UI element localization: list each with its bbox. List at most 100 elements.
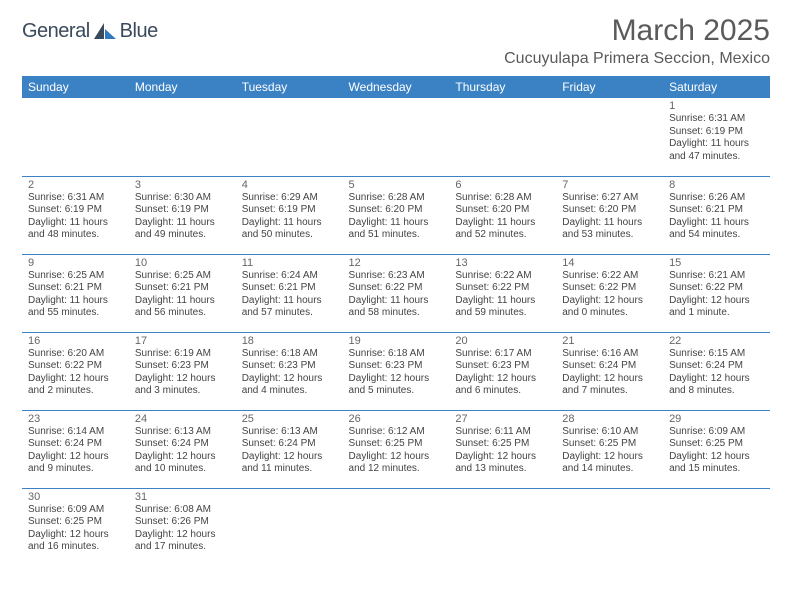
- day-number: 31: [135, 491, 230, 503]
- day-number: 26: [349, 413, 444, 425]
- day-number: 7: [562, 179, 657, 191]
- daylight-text: Daylight: 11 hours and 52 minutes.: [455, 217, 550, 242]
- calendar-page: General Blue March 2025 Cucuyulapa Prime…: [0, 0, 792, 566]
- day-number: 13: [455, 257, 550, 269]
- sunrise-text: Sunrise: 6:25 AM: [28, 270, 123, 283]
- sunrise-text: Sunrise: 6:21 AM: [669, 270, 764, 283]
- sunrise-text: Sunrise: 6:22 AM: [562, 270, 657, 283]
- daylight-text: Daylight: 11 hours and 57 minutes.: [242, 295, 337, 320]
- sunrise-text: Sunrise: 6:19 AM: [135, 348, 230, 361]
- day-number: 21: [562, 335, 657, 347]
- weekday-header: Monday: [129, 76, 236, 98]
- day-number: 29: [669, 413, 764, 425]
- sunset-text: Sunset: 6:19 PM: [28, 204, 123, 217]
- day-cell: 18Sunrise: 6:18 AMSunset: 6:23 PMDayligh…: [236, 332, 343, 410]
- day-cell: 15Sunrise: 6:21 AMSunset: 6:22 PMDayligh…: [663, 254, 770, 332]
- day-cell: 26Sunrise: 6:12 AMSunset: 6:25 PMDayligh…: [343, 410, 450, 488]
- sunrise-text: Sunrise: 6:25 AM: [135, 270, 230, 283]
- weekday-header-row: SundayMondayTuesdayWednesdayThursdayFrid…: [22, 76, 770, 98]
- sunset-text: Sunset: 6:19 PM: [669, 126, 764, 139]
- day-number: 22: [669, 335, 764, 347]
- sunrise-text: Sunrise: 6:16 AM: [562, 348, 657, 361]
- day-cell: 22Sunrise: 6:15 AMSunset: 6:24 PMDayligh…: [663, 332, 770, 410]
- brand-name-b: Blue: [120, 20, 158, 43]
- daylight-text: Daylight: 12 hours and 9 minutes.: [28, 451, 123, 476]
- weekday-header: Saturday: [663, 76, 770, 98]
- day-number: 27: [455, 413, 550, 425]
- empty-cell: [556, 98, 663, 176]
- sunset-text: Sunset: 6:24 PM: [562, 360, 657, 373]
- day-cell: 8Sunrise: 6:26 AMSunset: 6:21 PMDaylight…: [663, 176, 770, 254]
- empty-cell: [22, 98, 129, 176]
- daylight-text: Daylight: 12 hours and 13 minutes.: [455, 451, 550, 476]
- sunset-text: Sunset: 6:20 PM: [562, 204, 657, 217]
- sunrise-text: Sunrise: 6:13 AM: [242, 426, 337, 439]
- daylight-text: Daylight: 12 hours and 10 minutes.: [135, 451, 230, 476]
- sunset-text: Sunset: 6:23 PM: [455, 360, 550, 373]
- daylight-text: Daylight: 12 hours and 1 minute.: [669, 295, 764, 320]
- daylight-text: Daylight: 12 hours and 15 minutes.: [669, 451, 764, 476]
- sunrise-text: Sunrise: 6:18 AM: [349, 348, 444, 361]
- sunset-text: Sunset: 6:21 PM: [135, 282, 230, 295]
- daylight-text: Daylight: 12 hours and 3 minutes.: [135, 373, 230, 398]
- empty-cell: [343, 98, 450, 176]
- sunrise-text: Sunrise: 6:29 AM: [242, 192, 337, 205]
- calendar-body: 1Sunrise: 6:31 AMSunset: 6:19 PMDaylight…: [22, 98, 770, 566]
- daylight-text: Daylight: 12 hours and 4 minutes.: [242, 373, 337, 398]
- sunset-text: Sunset: 6:19 PM: [135, 204, 230, 217]
- weekday-header: Friday: [556, 76, 663, 98]
- empty-cell: [556, 488, 663, 566]
- day-number: 8: [669, 179, 764, 191]
- day-number: 2: [28, 179, 123, 191]
- day-cell: 13Sunrise: 6:22 AMSunset: 6:22 PMDayligh…: [449, 254, 556, 332]
- sunrise-text: Sunrise: 6:26 AM: [669, 192, 764, 205]
- month-title: March 2025: [504, 14, 770, 48]
- day-number: 28: [562, 413, 657, 425]
- sunrise-text: Sunrise: 6:17 AM: [455, 348, 550, 361]
- sunset-text: Sunset: 6:25 PM: [455, 438, 550, 451]
- day-cell: 7Sunrise: 6:27 AMSunset: 6:20 PMDaylight…: [556, 176, 663, 254]
- sunrise-text: Sunrise: 6:12 AM: [349, 426, 444, 439]
- daylight-text: Daylight: 12 hours and 14 minutes.: [562, 451, 657, 476]
- sunset-text: Sunset: 6:24 PM: [669, 360, 764, 373]
- day-cell: 1Sunrise: 6:31 AMSunset: 6:19 PMDaylight…: [663, 98, 770, 176]
- sunrise-text: Sunrise: 6:28 AM: [455, 192, 550, 205]
- sunrise-text: Sunrise: 6:30 AM: [135, 192, 230, 205]
- brand-logo: General Blue: [22, 20, 158, 43]
- day-number: 19: [349, 335, 444, 347]
- daylight-text: Daylight: 11 hours and 55 minutes.: [28, 295, 123, 320]
- sunset-text: Sunset: 6:21 PM: [28, 282, 123, 295]
- sunset-text: Sunset: 6:24 PM: [242, 438, 337, 451]
- sunrise-text: Sunrise: 6:28 AM: [349, 192, 444, 205]
- day-cell: 25Sunrise: 6:13 AMSunset: 6:24 PMDayligh…: [236, 410, 343, 488]
- day-cell: 12Sunrise: 6:23 AMSunset: 6:22 PMDayligh…: [343, 254, 450, 332]
- calendar-row: 16Sunrise: 6:20 AMSunset: 6:22 PMDayligh…: [22, 332, 770, 410]
- sunset-text: Sunset: 6:25 PM: [349, 438, 444, 451]
- sunset-text: Sunset: 6:22 PM: [669, 282, 764, 295]
- day-cell: 10Sunrise: 6:25 AMSunset: 6:21 PMDayligh…: [129, 254, 236, 332]
- empty-cell: [343, 488, 450, 566]
- sunset-text: Sunset: 6:22 PM: [28, 360, 123, 373]
- day-number: 15: [669, 257, 764, 269]
- day-cell: 4Sunrise: 6:29 AMSunset: 6:19 PMDaylight…: [236, 176, 343, 254]
- daylight-text: Daylight: 11 hours and 59 minutes.: [455, 295, 550, 320]
- day-cell: 19Sunrise: 6:18 AMSunset: 6:23 PMDayligh…: [343, 332, 450, 410]
- sail-icon: [94, 23, 116, 41]
- daylight-text: Daylight: 11 hours and 47 minutes.: [669, 138, 764, 163]
- weekday-header: Tuesday: [236, 76, 343, 98]
- sunrise-text: Sunrise: 6:14 AM: [28, 426, 123, 439]
- calendar-row: 23Sunrise: 6:14 AMSunset: 6:24 PMDayligh…: [22, 410, 770, 488]
- day-number: 23: [28, 413, 123, 425]
- calendar-row: 2Sunrise: 6:31 AMSunset: 6:19 PMDaylight…: [22, 176, 770, 254]
- daylight-text: Daylight: 12 hours and 16 minutes.: [28, 529, 123, 554]
- sunrise-text: Sunrise: 6:20 AM: [28, 348, 123, 361]
- sunset-text: Sunset: 6:24 PM: [135, 438, 230, 451]
- title-block: March 2025 Cucuyulapa Primera Seccion, M…: [504, 14, 770, 68]
- day-number: 11: [242, 257, 337, 269]
- day-cell: 30Sunrise: 6:09 AMSunset: 6:25 PMDayligh…: [22, 488, 129, 566]
- sunrise-text: Sunrise: 6:18 AM: [242, 348, 337, 361]
- day-number: 5: [349, 179, 444, 191]
- empty-cell: [449, 488, 556, 566]
- header: General Blue March 2025 Cucuyulapa Prime…: [22, 14, 770, 68]
- sunrise-text: Sunrise: 6:22 AM: [455, 270, 550, 283]
